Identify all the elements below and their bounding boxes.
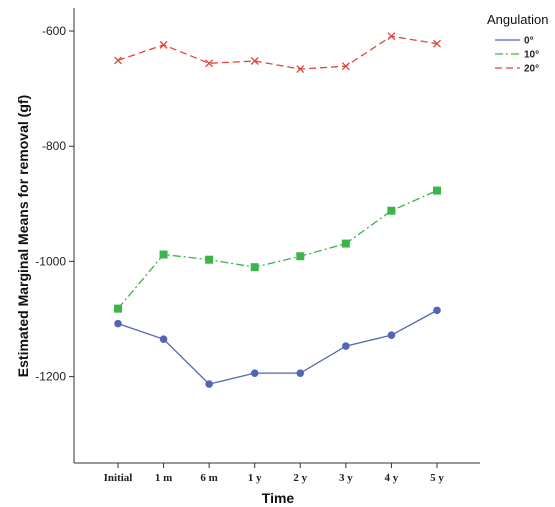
x-tick-label: 1 y [248,472,262,484]
series-1 [114,186,441,313]
data-point [250,57,259,65]
x-axis: Initial 1 m 6 m 1 y 2 y 3 y 4 y 5 y [104,463,444,484]
data-point [433,186,441,195]
y-tick-label: -1000 [35,254,66,268]
data-point [159,250,168,259]
x-tick-label: 6 m [200,472,217,484]
data-point [342,342,350,350]
series-layer [114,32,441,388]
legend-label: 20° [524,64,539,75]
series-0 [114,306,441,388]
series-line [117,35,438,70]
legend-label: 0° [524,36,534,47]
data-point [159,335,168,343]
y-tick-label: -600 [42,24,66,38]
data-point [205,59,214,68]
data-point [250,263,259,272]
x-tick-label: 4 y [385,472,399,484]
data-point [159,40,168,49]
plot-area [73,8,480,464]
legend-title: Angulation [487,12,548,27]
x-tick-label: 3 y [339,472,353,484]
x-tick-label: 1 m [155,472,172,484]
data-point [296,252,305,261]
data-point [296,369,305,377]
series-2 [114,32,441,74]
series-line [117,309,438,385]
y-tick-label: -1200 [35,370,66,384]
legend-label: 10° [524,50,539,61]
data-point [341,239,350,248]
data-point [114,304,122,313]
data-point [114,56,122,65]
data-point [250,369,259,377]
x-tick-label: Initial [104,472,133,484]
data-point [205,380,213,388]
data-point [387,206,396,215]
y-axis-title: Estimated Marginal Means for removal (gf… [15,95,31,377]
data-point [387,32,396,41]
data-point [433,306,441,315]
y-axis: -600 -800 -1000 -1200 [35,24,74,384]
data-point [341,62,350,71]
legend: Angulation 0° 10° 20° [487,12,548,75]
data-point [296,65,305,74]
x-tick-label: 5 y [430,472,444,484]
data-point [433,39,441,48]
x-axis-title: Time [262,490,295,506]
data-point [205,255,214,264]
data-point [387,331,396,339]
y-tick-label: -800 [42,139,66,153]
data-point [114,319,122,328]
x-tick-label: 2 y [293,472,307,484]
